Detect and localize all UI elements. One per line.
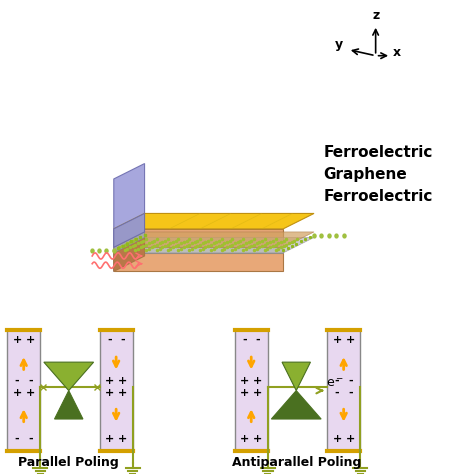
Text: Graphene: Graphene bbox=[323, 167, 407, 182]
Text: -: - bbox=[335, 388, 339, 398]
Polygon shape bbox=[114, 232, 145, 253]
Text: z: z bbox=[372, 9, 379, 22]
Text: Ferroelectric: Ferroelectric bbox=[323, 146, 433, 160]
Text: Parallel Poling: Parallel Poling bbox=[18, 456, 119, 469]
Text: -: - bbox=[15, 376, 19, 386]
Text: +: + bbox=[346, 335, 355, 345]
Text: +: + bbox=[12, 335, 22, 345]
Text: -: - bbox=[28, 434, 33, 444]
Text: +: + bbox=[332, 434, 342, 444]
Polygon shape bbox=[55, 391, 83, 419]
Text: Antiparallel Poling: Antiparallel Poling bbox=[232, 456, 361, 469]
Text: -: - bbox=[348, 388, 353, 398]
Text: -: - bbox=[15, 434, 19, 444]
Text: x: x bbox=[392, 46, 401, 59]
Polygon shape bbox=[114, 232, 314, 247]
Text: +: + bbox=[346, 434, 355, 444]
Polygon shape bbox=[282, 362, 310, 391]
FancyBboxPatch shape bbox=[7, 330, 40, 451]
Text: +: + bbox=[253, 434, 263, 444]
Text: +: + bbox=[12, 388, 22, 398]
Text: +: + bbox=[332, 335, 342, 345]
Polygon shape bbox=[114, 213, 145, 247]
Text: -: - bbox=[120, 335, 125, 345]
Text: +: + bbox=[26, 388, 35, 398]
Polygon shape bbox=[114, 164, 145, 271]
Text: +: + bbox=[253, 376, 263, 386]
Text: y: y bbox=[335, 38, 343, 51]
Text: -: - bbox=[242, 335, 247, 345]
Text: -: - bbox=[335, 376, 339, 386]
Text: +: + bbox=[240, 388, 249, 398]
Polygon shape bbox=[114, 237, 145, 271]
Text: +: + bbox=[240, 376, 249, 386]
Text: +: + bbox=[26, 335, 35, 345]
Text: +: + bbox=[105, 376, 114, 386]
Text: -: - bbox=[348, 376, 353, 386]
Text: +: + bbox=[118, 388, 128, 398]
FancyBboxPatch shape bbox=[235, 330, 268, 451]
Polygon shape bbox=[271, 391, 321, 419]
Polygon shape bbox=[44, 362, 94, 391]
Text: +: + bbox=[253, 388, 263, 398]
Text: -: - bbox=[255, 335, 260, 345]
Text: +: + bbox=[118, 376, 128, 386]
Text: +: + bbox=[105, 434, 114, 444]
Polygon shape bbox=[114, 213, 314, 229]
Text: +: + bbox=[118, 434, 128, 444]
Text: +: + bbox=[240, 434, 249, 444]
Polygon shape bbox=[114, 229, 283, 247]
Text: -: - bbox=[28, 376, 33, 386]
Text: +: + bbox=[105, 388, 114, 398]
Polygon shape bbox=[114, 237, 314, 253]
Polygon shape bbox=[114, 253, 283, 271]
Text: -: - bbox=[107, 335, 112, 345]
Text: Ferroelectric: Ferroelectric bbox=[323, 189, 433, 203]
Text: e$^-$: e$^-$ bbox=[326, 377, 344, 390]
Polygon shape bbox=[114, 247, 283, 253]
FancyBboxPatch shape bbox=[100, 330, 133, 451]
FancyBboxPatch shape bbox=[327, 330, 360, 451]
